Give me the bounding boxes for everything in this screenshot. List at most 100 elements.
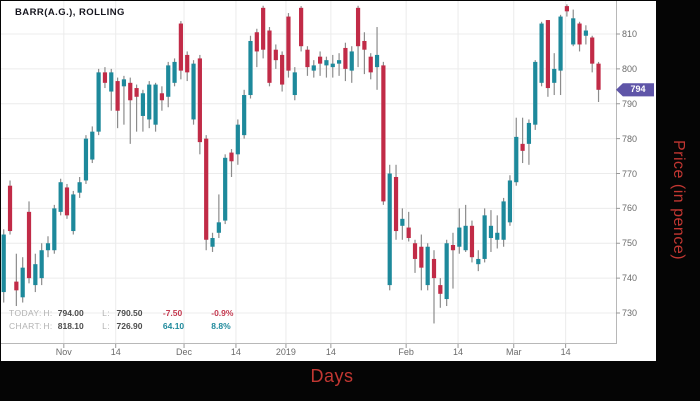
candle[interactable] [166,61,171,108]
candle-body-up[interactable] [39,250,44,279]
candle[interactable] [121,75,127,125]
candle-body-up[interactable] [533,61,538,125]
candle-body-up[interactable] [121,79,127,87]
candle[interactable] [526,119,532,165]
candle[interactable] [204,135,209,251]
candle[interactable] [444,239,449,307]
candle-body-down[interactable] [178,23,183,71]
candle-body-up[interactable] [349,51,354,71]
candle-body-up[interactable] [526,122,532,144]
candle-body-down[interactable] [590,37,595,64]
candle[interactable] [134,84,139,132]
candle-body-down[interactable] [267,30,272,83]
candlestick-chart[interactable] [1,1,621,349]
candle[interactable] [343,42,348,82]
candle[interactable] [488,210,494,252]
candle[interactable] [140,89,146,132]
candle[interactable] [482,208,487,263]
candle[interactable] [96,68,101,136]
candle[interactable] [362,32,367,75]
candle-body-down[interactable] [26,211,32,279]
candle[interactable] [235,119,240,165]
candle[interactable] [261,5,266,59]
candle-body-up[interactable] [140,93,146,116]
candle[interactable] [311,60,316,78]
candle[interactable] [318,51,323,76]
candle[interactable] [438,278,443,308]
candle-body-up[interactable] [248,40,253,96]
candle-body-up[interactable] [83,138,89,181]
candle[interactable] [299,6,304,52]
candle-body-down[interactable] [286,16,291,71]
candle[interactable] [590,35,595,73]
candle-body-down[interactable] [343,47,348,69]
candle-body-up[interactable] [400,218,405,226]
candle[interactable] [349,46,354,83]
candle-body-up[interactable] [374,54,380,68]
candle-body-down[interactable] [261,7,266,50]
candle-body-down[interactable] [115,81,120,111]
candle-body-up[interactable] [463,225,468,251]
candle[interactable] [545,20,551,97]
candle[interactable] [387,164,392,291]
candle[interactable] [64,183,70,219]
candle[interactable] [495,215,500,249]
candle-body-up[interactable] [210,238,215,247]
candle-body-down[interactable] [393,176,399,232]
candle[interactable] [368,53,373,80]
candle-body-up[interactable] [1,234,6,293]
candle-body-up[interactable] [52,208,57,251]
candle-body-up[interactable] [495,232,500,240]
candle[interactable] [109,68,114,111]
candle[interactable] [153,82,158,132]
candle-body-up[interactable] [71,194,76,232]
candle-body-down[interactable] [520,143,525,151]
candle-body-up[interactable] [96,72,101,132]
candle[interactable] [583,25,588,45]
candle-body-down[interactable] [204,138,209,240]
candle-body-up[interactable] [223,157,228,221]
candle[interactable] [431,250,437,324]
candle[interactable] [7,180,13,235]
candle[interactable] [71,190,76,235]
candle[interactable] [210,232,215,252]
candle-body-up[interactable] [90,131,95,160]
candle-body-down[interactable] [419,246,424,268]
candle-body-up[interactable] [109,72,114,92]
candle[interactable] [90,126,95,164]
candle[interactable] [381,61,386,205]
candle[interactable] [520,117,525,164]
candle-body-down[interactable] [431,258,437,279]
candle[interactable] [1,229,6,303]
candle[interactable] [128,77,133,144]
candle[interactable] [20,257,25,303]
candle[interactable] [229,149,234,177]
candle[interactable] [400,208,405,240]
candle-body-down[interactable] [577,23,582,45]
candle[interactable] [533,60,538,130]
candle-body-up[interactable] [476,258,481,265]
candle[interactable] [242,89,247,139]
candle-body-down[interactable] [450,244,456,251]
candle-body-up[interactable] [488,225,494,239]
candle[interactable] [425,243,430,291]
candle-body-down[interactable] [134,88,139,97]
candle-body-up[interactable] [552,68,557,83]
candle[interactable] [39,243,44,286]
candle[interactable] [159,86,164,111]
candle-body-down[interactable] [64,187,70,216]
candle[interactable] [305,46,310,76]
candle-body-down[interactable] [229,152,234,162]
candle[interactable] [552,53,557,96]
candle-body-down[interactable] [381,65,386,202]
candle-body-down[interactable] [197,58,202,143]
candle-body-down[interactable] [355,7,361,47]
candle-body-down[interactable] [368,56,373,73]
candle-body-down[interactable] [596,63,601,90]
candle[interactable] [596,61,601,103]
candle[interactable] [33,253,38,293]
candle-body-up[interactable] [571,18,576,45]
candle-body-up[interactable] [242,95,247,136]
candle-body-down[interactable] [159,93,164,101]
candle-body-down[interactable] [362,40,367,50]
